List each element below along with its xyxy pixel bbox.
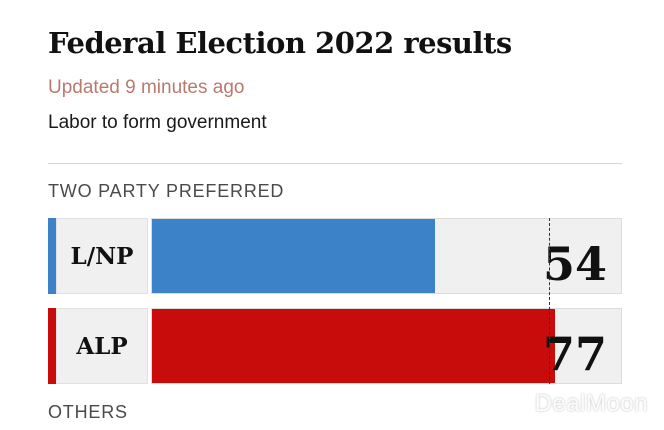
- majority-line: [548, 218, 550, 384]
- seat-count-alp: 77: [542, 327, 607, 381]
- divider: [48, 163, 622, 164]
- updated-timestamp: Updated 9 minutes ago: [48, 77, 245, 98]
- result-headline: Labor to form government: [48, 112, 267, 133]
- seat-bar-track: 54: [151, 218, 622, 294]
- party-row-alp: ALP 77: [48, 308, 622, 384]
- page-title: Federal Election 2022 results: [48, 26, 512, 60]
- party-row-lnp: L/NP 54: [48, 218, 622, 294]
- seat-count-lnp: 54: [542, 237, 607, 291]
- party-label-box: L/NP: [56, 218, 148, 294]
- party-color-marker: [48, 308, 56, 384]
- watermark: DealMoon: [534, 390, 648, 417]
- party-name: ALP: [76, 333, 128, 360]
- seat-bar-track: 77: [151, 308, 622, 384]
- party-label-box: ALP: [56, 308, 148, 384]
- seat-bar-alp: [152, 309, 555, 383]
- party-name: L/NP: [70, 243, 134, 270]
- seat-bar-lnp: [152, 219, 435, 293]
- section-label-others[interactable]: OTHERS: [48, 402, 128, 422]
- party-color-marker: [48, 218, 56, 294]
- section-label-two-party: TWO PARTY PREFERRED: [48, 181, 285, 201]
